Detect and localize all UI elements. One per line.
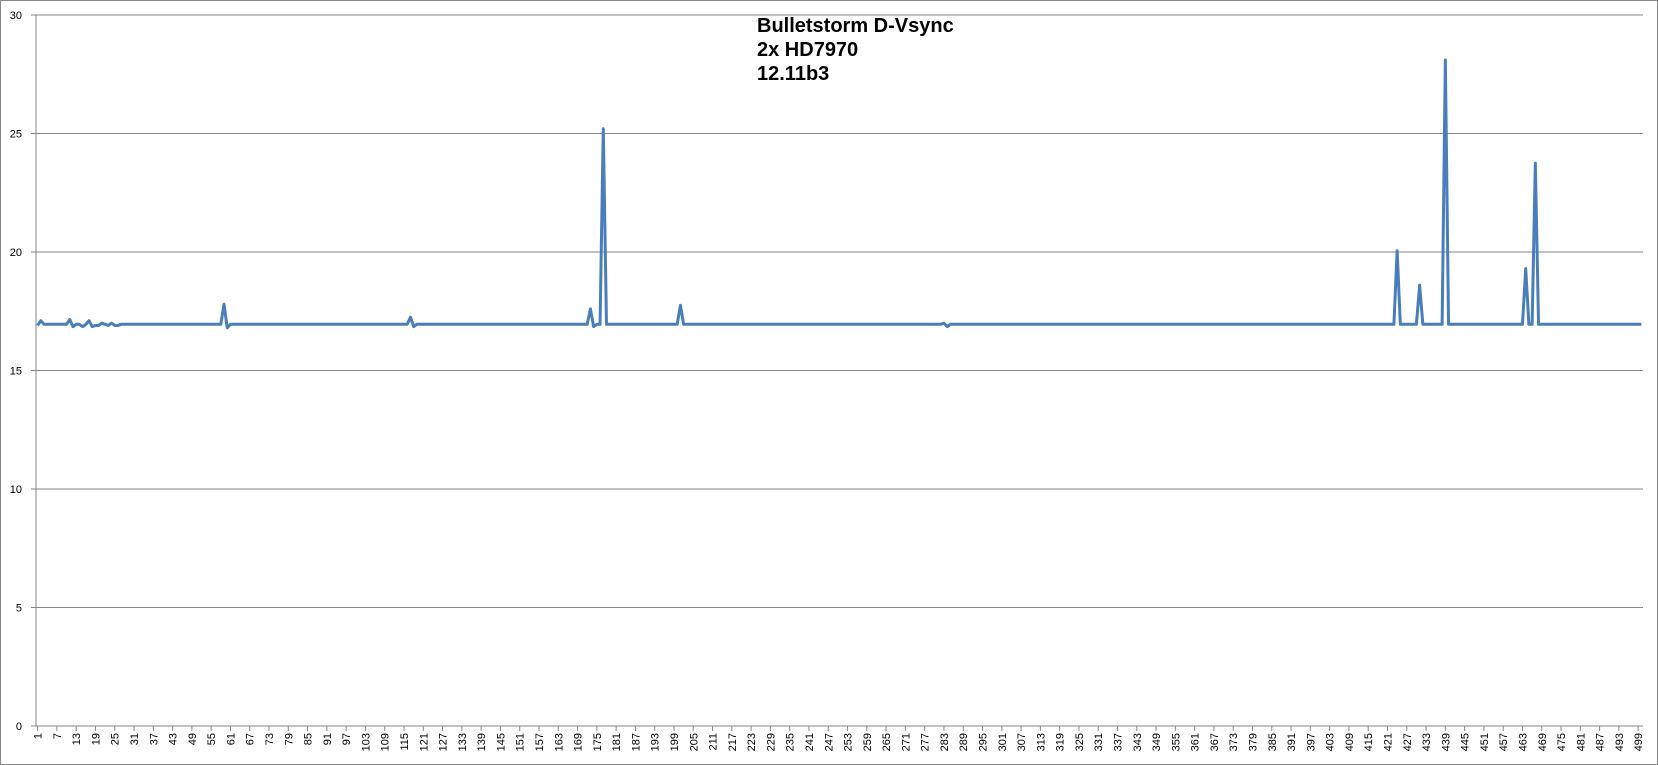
x-tick-label: 415 bbox=[1363, 733, 1375, 751]
x-tick-label: 463 bbox=[1517, 733, 1529, 751]
x-tick-label: 151 bbox=[515, 733, 527, 751]
x-tick-label: 277 bbox=[920, 733, 932, 751]
x-tick-label: 211 bbox=[708, 733, 720, 751]
x-tick-label: 385 bbox=[1267, 733, 1279, 751]
x-tick-label: 457 bbox=[1498, 733, 1510, 751]
x-tick-label: 271 bbox=[900, 733, 912, 751]
y-tick-label: 10 bbox=[10, 484, 22, 496]
x-tick-label: 229 bbox=[765, 733, 777, 751]
x-tick-label: 403 bbox=[1325, 733, 1337, 751]
x-tick-label: 109 bbox=[380, 733, 392, 751]
x-tick-label: 367 bbox=[1209, 733, 1221, 751]
x-tick-label: 145 bbox=[495, 733, 507, 751]
x-tick-label: 295 bbox=[978, 733, 990, 751]
x-tick-label: 391 bbox=[1286, 733, 1298, 751]
y-tick-label: 25 bbox=[10, 129, 22, 141]
x-tick-label: 19 bbox=[90, 733, 102, 745]
x-tick-label: 217 bbox=[727, 733, 739, 751]
x-tick-label: 247 bbox=[823, 733, 835, 751]
x-tick-label: 331 bbox=[1093, 733, 1105, 751]
series-line bbox=[36, 58, 1642, 330]
x-tick-label: 301 bbox=[997, 733, 1009, 751]
x-tick-label: 241 bbox=[804, 733, 816, 751]
x-tick-label: 475 bbox=[1556, 733, 1568, 751]
x-tick-label: 133 bbox=[457, 733, 469, 751]
x-tick-label: 157 bbox=[534, 733, 546, 751]
x-tick-label: 205 bbox=[688, 733, 700, 751]
x-tick-label: 439 bbox=[1440, 733, 1452, 751]
x-tick-label: 61 bbox=[225, 733, 237, 745]
x-tick-label: 445 bbox=[1460, 733, 1472, 751]
x-tick-label: 85 bbox=[303, 733, 315, 745]
x-tick-label: 355 bbox=[1170, 733, 1182, 751]
x-tick-label: 259 bbox=[862, 733, 874, 751]
x-tick-label: 1 bbox=[33, 733, 45, 739]
x-tick-label: 103 bbox=[360, 733, 372, 751]
x-tick-label: 121 bbox=[418, 733, 430, 751]
x-tick-label: 325 bbox=[1074, 733, 1086, 751]
x-tick-label: 139 bbox=[476, 733, 488, 751]
x-tick-label: 73 bbox=[264, 733, 276, 745]
x-tick-label: 307 bbox=[1016, 733, 1028, 751]
x-tick-label: 223 bbox=[746, 733, 758, 751]
x-tick-label: 55 bbox=[206, 733, 218, 745]
x-tick-label: 427 bbox=[1402, 733, 1414, 751]
x-tick-label: 67 bbox=[245, 733, 257, 745]
x-tick-label: 25 bbox=[110, 733, 122, 745]
x-tick-label: 49 bbox=[187, 733, 199, 745]
x-tick-label: 487 bbox=[1595, 733, 1607, 751]
x-tick-label: 163 bbox=[553, 733, 565, 751]
x-tick-label: 235 bbox=[785, 733, 797, 751]
x-tick-label: 319 bbox=[1055, 733, 1067, 751]
x-tick-label: 91 bbox=[322, 733, 334, 745]
x-tick-label: 469 bbox=[1537, 733, 1549, 751]
x-tick-label: 349 bbox=[1151, 733, 1163, 751]
x-tick-label: 193 bbox=[650, 733, 662, 751]
x-tick-label: 337 bbox=[1113, 733, 1125, 751]
x-tick-label: 289 bbox=[958, 733, 970, 751]
x-tick-label: 373 bbox=[1228, 733, 1240, 751]
x-tick-label: 97 bbox=[341, 733, 353, 745]
x-tick-label: 265 bbox=[881, 733, 893, 751]
x-tick-label: 253 bbox=[843, 733, 855, 751]
x-tick-label: 7 bbox=[52, 733, 64, 739]
x-tick-label: 127 bbox=[438, 733, 450, 751]
y-tick-label: 5 bbox=[16, 603, 22, 615]
x-tick-label: 169 bbox=[573, 733, 585, 751]
y-tick-label: 0 bbox=[16, 721, 22, 733]
x-tick-label: 397 bbox=[1305, 733, 1317, 751]
x-tick-label: 379 bbox=[1247, 733, 1259, 751]
x-tick-label: 181 bbox=[611, 733, 623, 751]
x-tick-label: 343 bbox=[1132, 733, 1144, 751]
x-tick-label: 361 bbox=[1190, 733, 1202, 751]
y-tick-label: 20 bbox=[10, 247, 22, 259]
x-tick-label: 199 bbox=[669, 733, 681, 751]
x-tick-label: 115 bbox=[399, 733, 411, 751]
x-tick-label: 175 bbox=[592, 733, 604, 751]
x-tick-label: 451 bbox=[1479, 733, 1491, 751]
chart-title: 12.11b3 bbox=[757, 63, 829, 85]
y-tick-label: 15 bbox=[10, 366, 22, 378]
chart-title: Bulletstorm D-Vsync bbox=[757, 15, 954, 37]
x-tick-label: 31 bbox=[129, 733, 141, 745]
x-tick-label: 13 bbox=[71, 733, 83, 745]
x-tick-label: 37 bbox=[148, 733, 160, 745]
x-tick-label: 499 bbox=[1633, 733, 1645, 751]
x-tick-label: 409 bbox=[1344, 733, 1356, 751]
x-tick-label: 79 bbox=[283, 733, 295, 745]
x-tick-label: 187 bbox=[630, 733, 642, 751]
y-tick-label: 30 bbox=[10, 10, 22, 22]
x-tick-label: 433 bbox=[1421, 733, 1433, 751]
x-tick-label: 313 bbox=[1035, 733, 1047, 751]
x-tick-label: 43 bbox=[168, 733, 180, 745]
chart-title: 2x HD7970 bbox=[757, 39, 858, 61]
x-tick-label: 481 bbox=[1575, 733, 1587, 751]
x-tick-label: 421 bbox=[1382, 733, 1394, 751]
x-tick-label: 493 bbox=[1614, 733, 1626, 751]
x-tick-label: 283 bbox=[939, 733, 951, 751]
